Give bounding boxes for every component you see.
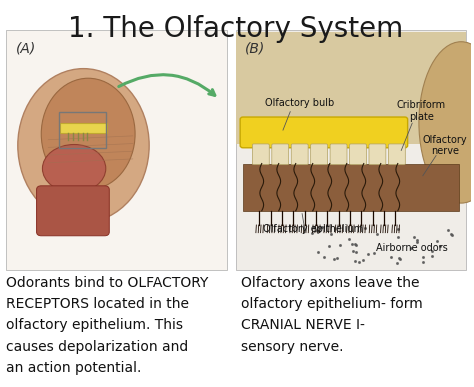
Text: an action potential.: an action potential. [6, 361, 141, 375]
FancyBboxPatch shape [349, 144, 366, 165]
Text: Olfactory bulb: Olfactory bulb [264, 98, 334, 108]
FancyBboxPatch shape [272, 144, 289, 165]
FancyBboxPatch shape [369, 144, 386, 165]
FancyBboxPatch shape [243, 164, 459, 211]
Text: (B): (B) [246, 42, 265, 56]
FancyBboxPatch shape [236, 32, 466, 144]
FancyBboxPatch shape [291, 144, 308, 165]
Text: RECEPTORS located in the: RECEPTORS located in the [6, 297, 189, 311]
Text: causes depolarization and: causes depolarization and [6, 339, 188, 353]
Text: Cribriform
plate: Cribriform plate [397, 100, 446, 122]
Text: olfactory epithelium. This: olfactory epithelium. This [6, 319, 183, 332]
FancyBboxPatch shape [240, 117, 408, 148]
FancyBboxPatch shape [330, 144, 347, 165]
Ellipse shape [18, 68, 149, 222]
FancyBboxPatch shape [36, 186, 109, 236]
FancyBboxPatch shape [252, 144, 269, 165]
Text: Olfactory axons leave the: Olfactory axons leave the [241, 276, 419, 290]
Ellipse shape [43, 144, 106, 193]
Text: sensory nerve.: sensory nerve. [241, 339, 343, 353]
Text: 1. The Olfactory System: 1. The Olfactory System [68, 15, 403, 43]
Text: Odorants bind to OLFACTORY: Odorants bind to OLFACTORY [6, 276, 209, 290]
Text: olfactory epithelium- form: olfactory epithelium- form [241, 297, 422, 311]
Text: Olfactory epithelium: Olfactory epithelium [263, 224, 364, 234]
FancyBboxPatch shape [60, 123, 107, 133]
Text: (A): (A) [16, 42, 36, 56]
FancyBboxPatch shape [6, 30, 227, 271]
Ellipse shape [41, 78, 135, 190]
Text: Olfactory
nerve: Olfactory nerve [422, 135, 467, 156]
FancyBboxPatch shape [310, 144, 328, 165]
FancyBboxPatch shape [236, 30, 466, 271]
Text: Airborne odors: Airborne odors [376, 243, 448, 253]
FancyBboxPatch shape [388, 144, 405, 165]
Text: CRANIAL NERVE I-: CRANIAL NERVE I- [241, 319, 365, 332]
Ellipse shape [419, 42, 474, 203]
